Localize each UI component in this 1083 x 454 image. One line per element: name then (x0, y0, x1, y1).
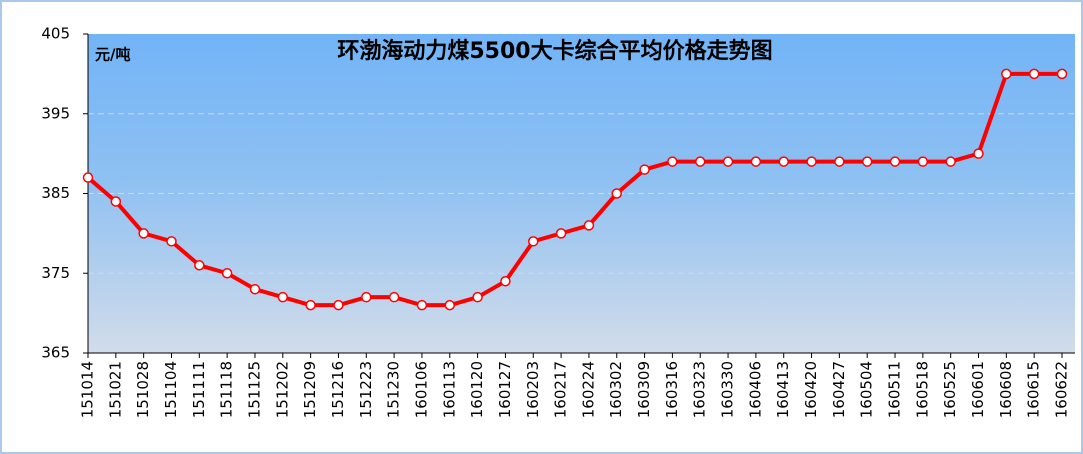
data-point (555, 228, 567, 239)
data-point (333, 299, 344, 311)
x-tick-label: 151223 (357, 361, 375, 418)
data-point (221, 268, 233, 279)
x-tick-label: 160518 (913, 361, 931, 418)
x-tick-label: 151111 (190, 361, 208, 418)
data-point (472, 291, 483, 303)
x-tick-label: 160323 (691, 361, 709, 418)
x-tick-label: 160309 (635, 361, 653, 418)
data-point (305, 299, 316, 311)
x-tick-label: 160420 (802, 361, 820, 418)
x-tick-label: 160302 (607, 361, 625, 418)
chart-title: 环渤海动力煤5500大卡综合平均价格走势图 (337, 38, 772, 64)
y-unit: 元/吨 (95, 46, 130, 64)
x-tick-label: 160406 (746, 361, 764, 418)
x-tick-label: 160504 (858, 361, 876, 418)
x-tick-label: 160622 (1053, 361, 1071, 418)
data-point (973, 148, 984, 159)
data-point (945, 156, 956, 167)
x-tick-label: 151230 (385, 361, 403, 418)
data-point (1028, 68, 1040, 80)
x-tick-label: 151125 (245, 361, 263, 418)
data-point (834, 156, 845, 167)
data-point (138, 228, 149, 239)
data-point (194, 260, 205, 271)
data-point (361, 291, 372, 303)
x-tick-label: 160316 (663, 361, 681, 418)
x-tick-label: 160113 (440, 361, 458, 418)
data-point (416, 299, 428, 311)
x-tick-label: 160615 (1025, 361, 1043, 418)
data-point (500, 275, 511, 287)
x-tick-label: 151014 (79, 361, 97, 418)
x-tick-label: 151202 (273, 361, 291, 418)
x-tick-label: 151104 (162, 361, 180, 418)
x-tick-label: 160217 (552, 361, 570, 418)
data-point (722, 156, 734, 167)
data-point (166, 236, 177, 247)
x-tick-label: 160203 (524, 361, 542, 418)
y-tick-label: 395 (41, 104, 70, 122)
x-tick-label: 151028 (134, 361, 152, 418)
data-point (1001, 68, 1012, 80)
y-tick-label: 405 (41, 25, 70, 43)
x-tick-label: 160330 (719, 361, 737, 418)
x-tick-label: 151216 (329, 361, 347, 418)
data-point (694, 156, 706, 167)
data-point (583, 220, 595, 231)
x-tick-label: 160427 (830, 361, 848, 418)
data-point (778, 156, 789, 167)
x-tick-label: 160106 (412, 361, 430, 418)
data-point (750, 156, 762, 167)
data-point (249, 283, 261, 295)
data-point (611, 188, 622, 199)
data-point (917, 156, 929, 167)
data-point (806, 156, 817, 167)
data-point (528, 236, 539, 247)
x-tick-label: 160511 (886, 361, 904, 418)
data-point (667, 156, 678, 167)
data-point (1056, 68, 1068, 80)
x-tick-label: 160120 (468, 361, 486, 418)
data-point (639, 164, 650, 175)
data-point (110, 196, 122, 207)
x-tick-label: 160601 (969, 361, 987, 418)
x-tick-label: 160525 (941, 361, 959, 418)
y-tick-label: 385 (41, 184, 70, 202)
data-point (889, 156, 901, 167)
x-tick-label: 151118 (218, 361, 236, 418)
data-point (277, 291, 289, 303)
y-tick-label: 365 (41, 344, 70, 362)
y-tick-label: 375 (41, 264, 70, 282)
x-tick-label: 151021 (106, 361, 124, 418)
data-point (444, 299, 456, 311)
x-tick-label: 160413 (774, 361, 792, 418)
x-tick-label: 160127 (496, 361, 514, 418)
data-point (82, 172, 94, 183)
data-point (861, 156, 873, 167)
x-tick-label: 151209 (301, 361, 319, 418)
x-tick-label: 160224 (579, 361, 597, 418)
data-point (388, 291, 400, 303)
x-tick-label: 160608 (997, 361, 1015, 418)
